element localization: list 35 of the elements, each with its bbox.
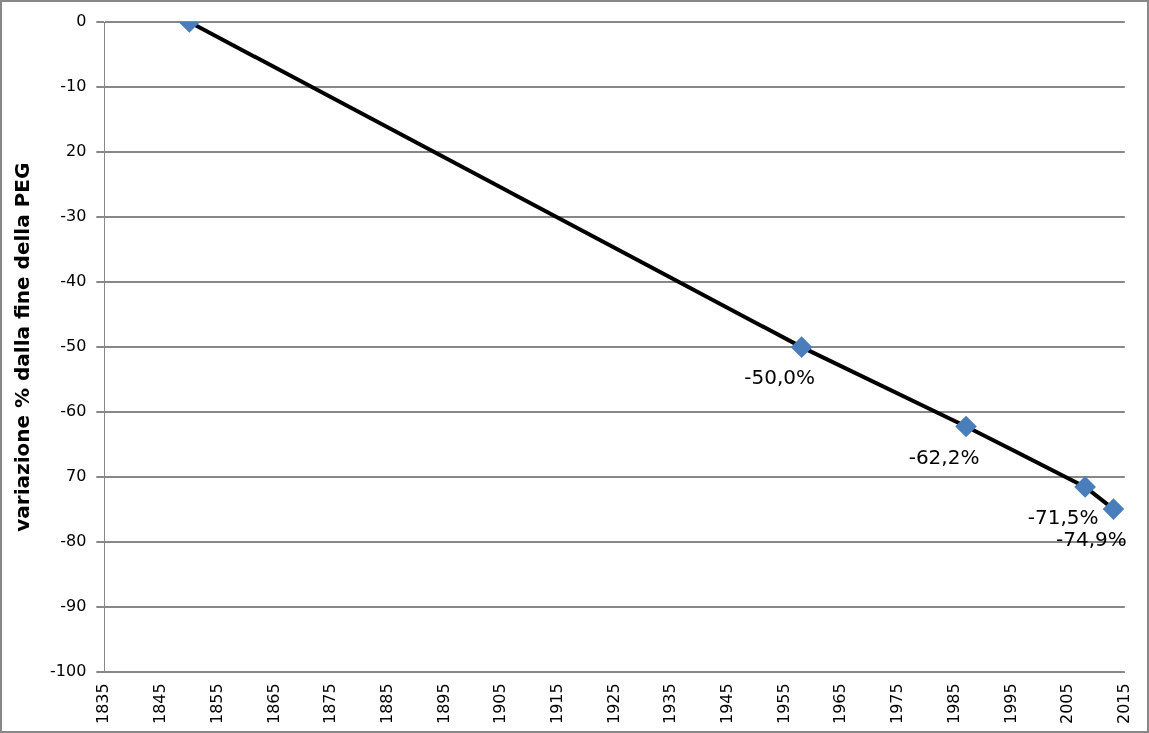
y-tick-label: -90 xyxy=(60,596,87,616)
data-label: -74,9% xyxy=(1056,527,1127,552)
x-tick-label: 1865 xyxy=(263,683,283,724)
y-tick-label: -40 xyxy=(60,271,87,291)
x-tick-label: 1945 xyxy=(717,683,737,724)
y-tick-label: -10 xyxy=(60,76,87,96)
x-tick-label: 1965 xyxy=(830,683,850,724)
y-tick-label: 0 xyxy=(76,11,87,31)
x-tick-label: 1985 xyxy=(943,683,963,724)
data-label: -71,5% xyxy=(1027,505,1099,530)
x-tick-label: 1925 xyxy=(603,683,623,724)
x-tick-label: 1895 xyxy=(433,683,453,724)
x-tick-label: 1955 xyxy=(773,683,793,724)
data-label: -62,2% xyxy=(908,444,980,469)
x-tick-label: 1835 xyxy=(93,683,113,724)
y-tick-label: 20 xyxy=(65,141,87,161)
x-tick-label: 1855 xyxy=(206,683,226,724)
x-tick-label: 1845 xyxy=(150,683,170,724)
x-tick-label: 1875 xyxy=(320,683,340,724)
y-tick-label: 70 xyxy=(65,466,87,486)
x-tick-label: 1905 xyxy=(490,683,510,724)
y-tick-label: -50 xyxy=(60,336,87,356)
x-tick-label: 1935 xyxy=(660,683,680,724)
y-tick-label: -30 xyxy=(60,206,87,226)
x-tick-label: 1915 xyxy=(547,683,567,724)
data-label: -50,0% xyxy=(744,365,816,390)
x-tick-label: 2015 xyxy=(1113,683,1133,724)
y-tick-label: -100 xyxy=(50,661,87,681)
y-tick-label: -60 xyxy=(60,401,87,421)
x-tick-label: 1885 xyxy=(376,683,396,724)
x-tick-label: 2005 xyxy=(1057,683,1077,724)
y-axis-title: variazione % dalla fine della PEG xyxy=(10,162,35,532)
x-tick-label: 1975 xyxy=(887,683,907,724)
y-tick-label: -80 xyxy=(60,531,87,551)
x-tick-label: 1995 xyxy=(1000,683,1020,724)
